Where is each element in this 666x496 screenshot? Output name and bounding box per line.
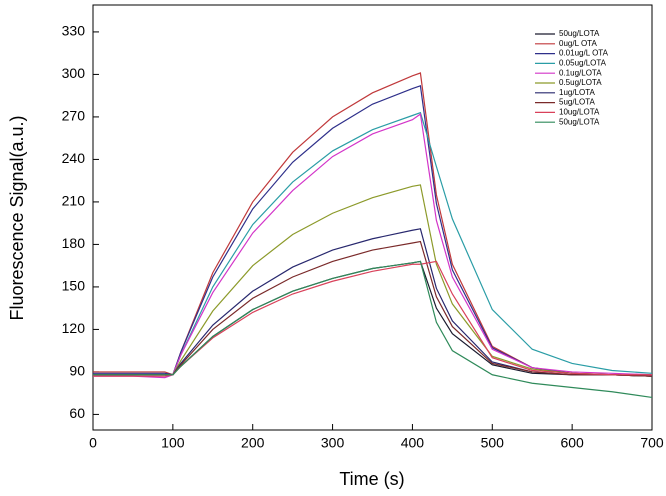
series-line	[93, 260, 653, 399]
x-tick-label: 0	[89, 435, 97, 451]
x-tick-label: 200	[241, 435, 265, 451]
y-tick-label: 270	[62, 108, 86, 124]
x-tick-label: 500	[481, 435, 505, 451]
legend-label: 0.05ug/LOTA	[559, 59, 607, 68]
y-axis-title: Fluorescence Signal(a.u.)	[7, 115, 27, 320]
legend-label: 0.01ug/L OTA	[559, 49, 609, 58]
legend-label: 5ug/LOTA	[559, 98, 596, 107]
y-tick-label: 330	[62, 23, 86, 39]
y-tick-label: 240	[62, 150, 86, 166]
x-tick-label: 100	[161, 435, 185, 451]
series-line	[93, 184, 653, 377]
legend-label: 0.5ug/LOTA	[559, 78, 602, 87]
series-line	[93, 260, 653, 377]
y-tick-label: 60	[69, 405, 85, 421]
series-line	[93, 113, 653, 379]
series-line	[93, 228, 653, 377]
plot-frame	[92, 4, 653, 431]
legend-label: 10ug/LOTA	[559, 108, 600, 117]
y-tick-label: 300	[62, 65, 86, 81]
legend-label: 0ug/L OTA	[559, 39, 597, 48]
x-tick-label: 700	[640, 435, 664, 451]
x-tick-label: 600	[560, 435, 584, 451]
y-tick-label: 120	[62, 320, 86, 336]
series-line	[93, 260, 652, 377]
series-line	[93, 240, 653, 377]
x-axis-title: Time (s)	[339, 469, 404, 489]
y-tick-label: 90	[69, 363, 85, 379]
legend-label: 50ug/LOTA	[559, 29, 600, 38]
x-tick-label: 400	[401, 435, 425, 451]
x-tick-label: 300	[321, 435, 345, 451]
y-tick-label: 210	[62, 193, 86, 209]
series-line	[93, 111, 653, 376]
legend-label: 1ug/LOTA	[559, 88, 596, 97]
y-tick-label: 180	[62, 235, 86, 251]
y-tick-label: 150	[62, 278, 86, 294]
legend-label: 50ug/LOTA	[559, 117, 600, 126]
legend-label: 0.1ug/LOTA	[559, 68, 602, 77]
